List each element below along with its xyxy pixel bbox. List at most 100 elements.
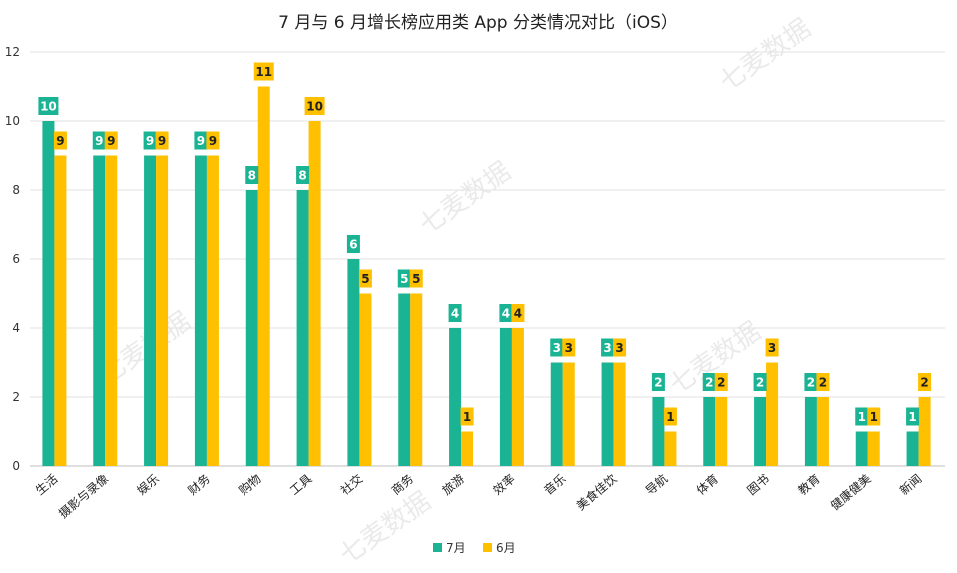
data-label: 4 [502, 307, 510, 321]
x-category-label: 美食佳饮 [573, 471, 619, 513]
data-label: 2 [756, 376, 764, 390]
bar-jun [206, 155, 219, 466]
y-tick-label: 4 [12, 321, 20, 335]
chart-title: 7 月与 6 月增长榜应用类 App 分类情况对比（iOS） [278, 13, 678, 33]
data-label-box [499, 304, 513, 322]
data-label-box [206, 131, 220, 150]
data-label: 9 [158, 134, 166, 148]
data-label-box [663, 407, 677, 426]
bar-jun [613, 362, 626, 466]
data-label-box [104, 131, 118, 150]
data-label-box [304, 97, 325, 115]
y-tick-label: 8 [12, 183, 20, 197]
data-label-box [358, 269, 372, 288]
x-category-label: 摄影与录像 [56, 471, 112, 521]
data-label-box [194, 131, 208, 150]
data-label-box [511, 304, 525, 322]
y-axis-ticks: 0 2 4 6 8 10 12 [5, 45, 20, 473]
data-label-box [253, 62, 274, 81]
y-tick-label: 0 [12, 459, 20, 473]
x-category-label: 工具 [287, 472, 314, 498]
bar-jul [804, 397, 817, 466]
x-category-label: 新闻 [896, 471, 924, 498]
data-label: 4 [514, 307, 522, 321]
data-label-box [714, 373, 728, 391]
bar-jun [664, 431, 677, 466]
data-label: 9 [209, 134, 217, 148]
x-category-label: 图书 [745, 472, 772, 498]
bars [42, 86, 931, 466]
bar-jul [245, 190, 258, 466]
data-label-box [245, 166, 259, 184]
y-tick-label: 12 [5, 45, 20, 59]
bar-jun [918, 397, 931, 466]
bar-jun [867, 431, 880, 466]
bar-jul [703, 397, 716, 466]
bar-jun [410, 293, 423, 466]
data-label-box [397, 269, 411, 288]
data-label: 9 [146, 134, 154, 148]
data-label-box [601, 338, 615, 357]
bar-jun [308, 121, 321, 466]
data-label-box [562, 338, 576, 357]
data-label: 8 [298, 169, 306, 183]
data-label: 2 [819, 376, 827, 390]
watermark-text: 七麦数据 [414, 156, 516, 240]
data-label: 9 [56, 134, 64, 148]
legend-swatch-jun [483, 543, 492, 552]
x-category-label: 生活 [33, 472, 60, 498]
data-label-box [155, 131, 169, 150]
data-label: 1 [666, 410, 674, 424]
data-label: 4 [451, 307, 459, 321]
bar-jun [511, 328, 524, 466]
x-category-label: 购物 [236, 471, 264, 498]
legend-label: 7月 [446, 541, 466, 555]
bar-jul [398, 293, 411, 466]
bar-jul [194, 155, 207, 466]
data-label: 2 [920, 376, 928, 390]
bar-jul [906, 431, 919, 466]
data-label: 11 [255, 65, 272, 79]
x-category-label: 旅游 [440, 472, 467, 498]
data-label: 2 [717, 376, 725, 390]
data-label: 3 [553, 341, 561, 355]
bar-jul [499, 328, 512, 466]
data-label-box [918, 373, 932, 391]
bar-jun [105, 155, 118, 466]
data-label: 5 [361, 272, 369, 286]
data-label: 10 [40, 100, 57, 114]
data-label: 8 [248, 169, 256, 183]
data-label-box [906, 407, 920, 426]
legend-label: 6月 [496, 541, 516, 555]
data-label: 3 [615, 341, 623, 355]
data-label-box [346, 235, 360, 253]
bar-jun [359, 293, 372, 466]
bar-jul [601, 362, 614, 466]
data-label: 1 [858, 410, 866, 424]
data-label: 1 [870, 410, 878, 424]
bar-jul [296, 190, 309, 466]
bar-jul [652, 397, 665, 466]
data-label: 9 [107, 134, 115, 148]
y-tick-label: 6 [12, 252, 20, 266]
data-label-box [651, 373, 665, 391]
x-category-label: 体育 [693, 471, 721, 498]
data-label: 9 [197, 134, 205, 148]
x-category-label: 健康健美 [827, 471, 873, 513]
data-label-box [448, 304, 462, 322]
data-label: 10 [306, 100, 323, 114]
data-label: 2 [705, 376, 713, 390]
bar-jul [93, 155, 106, 466]
data-label: 5 [412, 272, 420, 286]
data-label-box [92, 131, 106, 150]
bar-jun [715, 397, 728, 466]
bar-jul [550, 362, 563, 466]
bar-jun [816, 397, 829, 466]
data-label: 1 [463, 410, 471, 424]
data-label-box [38, 97, 59, 115]
data-label-box [867, 407, 881, 426]
bar-jul [347, 259, 360, 466]
x-category-label: 效率 [490, 471, 518, 498]
